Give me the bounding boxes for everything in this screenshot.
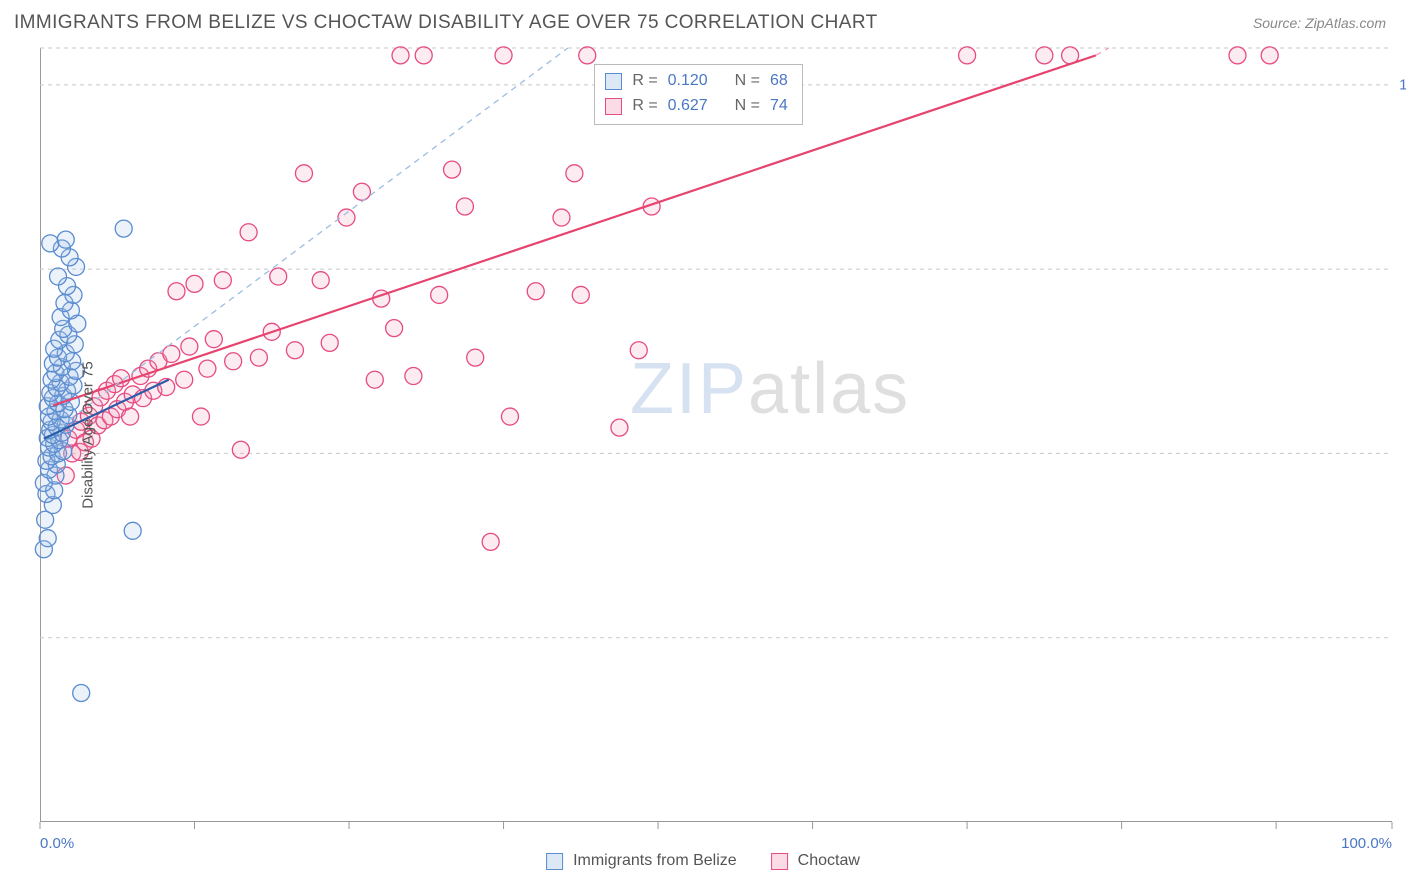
y-axis-title: Disability Age Over 75 xyxy=(79,361,96,509)
x-tick-label: 0.0% xyxy=(40,835,74,852)
plot-area: ZIPatlas Disability Age Over 75 25.0%50.… xyxy=(40,48,1392,822)
scatter-svg xyxy=(40,48,1392,822)
legend-item: Choctaw xyxy=(771,852,860,870)
chart-title: IMMIGRANTS FROM BELIZE VS CHOCTAW DISABI… xyxy=(14,12,878,34)
legend-stat-row: R =0.627 N =74 xyxy=(605,94,789,119)
series-legend: Immigrants from Belize Choctaw xyxy=(546,852,860,870)
x-tick-label: 100.0% xyxy=(1341,835,1392,852)
legend-item: Immigrants from Belize xyxy=(546,852,737,870)
legend-stat-row: R =0.120 N =68 xyxy=(605,69,789,94)
source-credit: Source: ZipAtlas.com xyxy=(1253,15,1386,31)
y-tick-label: 100.0% xyxy=(1399,76,1406,93)
correlation-legend: R =0.120 N =68R =0.627 N =74 xyxy=(594,64,802,125)
